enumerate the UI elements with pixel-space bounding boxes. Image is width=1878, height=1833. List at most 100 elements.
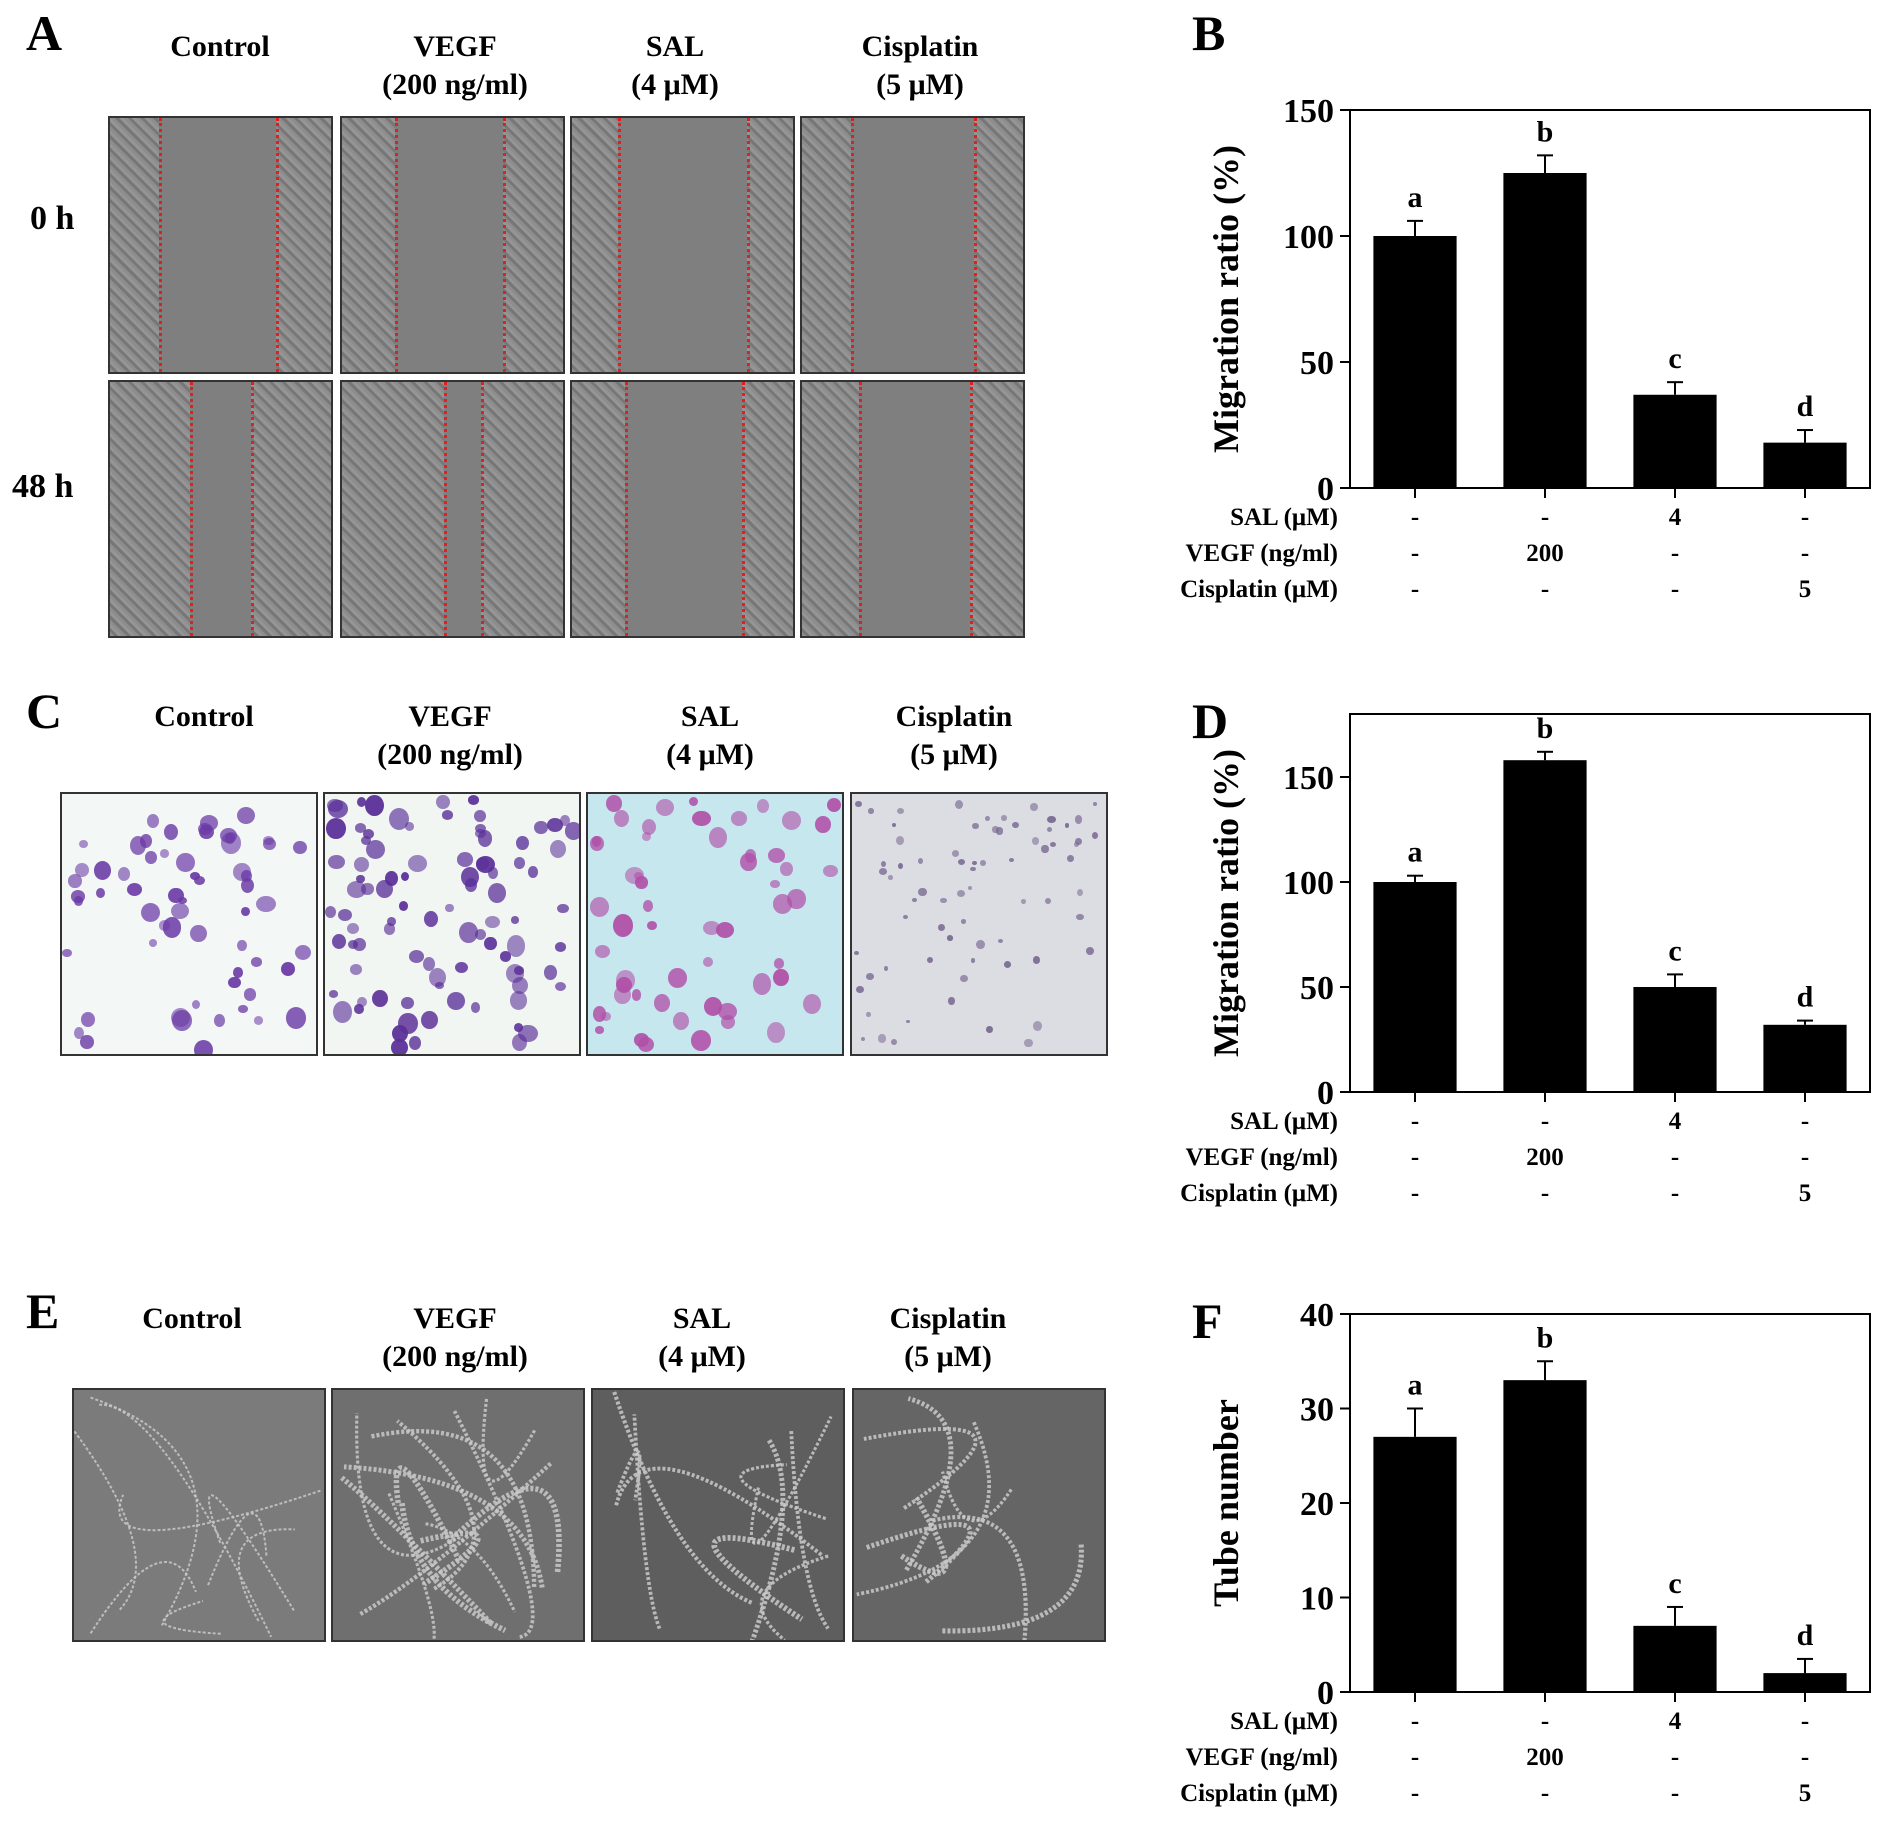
cell-monolayer bbox=[572, 382, 626, 636]
stained-cell bbox=[194, 875, 206, 886]
cell-monolayer bbox=[110, 118, 159, 372]
column-label-line2: (5 μM) bbox=[910, 738, 998, 771]
stained-cell bbox=[823, 864, 838, 877]
wound-healing-image bbox=[340, 116, 565, 374]
plot-frame bbox=[1349, 109, 1871, 489]
cell-monolayer bbox=[572, 118, 619, 372]
stained-cell bbox=[787, 888, 806, 910]
stained-cell bbox=[948, 997, 955, 1005]
stained-cell bbox=[720, 1014, 736, 1029]
significance-letter: a bbox=[1408, 181, 1423, 214]
stained-cell bbox=[641, 831, 651, 841]
stained-cell bbox=[654, 993, 671, 1012]
stained-cell bbox=[972, 860, 977, 865]
column-label: Cisplatin (5 μM) bbox=[834, 698, 1074, 774]
bar-chart-d: 0 50 100 150 Migration ratio (%) a b c d bbox=[1206, 712, 1871, 1112]
stained-cell bbox=[81, 1011, 96, 1027]
stained-cell bbox=[447, 992, 466, 1010]
stained-cell bbox=[667, 967, 688, 988]
stained-cell bbox=[968, 885, 973, 890]
significance-letter: b bbox=[1537, 712, 1554, 745]
stained-cell bbox=[940, 897, 947, 903]
stained-cell bbox=[352, 937, 366, 952]
stained-cell bbox=[262, 838, 276, 851]
row-label-48h: 48 h bbox=[12, 468, 74, 505]
column-label: Control bbox=[84, 698, 324, 736]
stained-cell bbox=[781, 810, 801, 830]
stained-cell bbox=[752, 973, 772, 995]
capillary-tube bbox=[613, 1466, 823, 1557]
column-label-line1: Cisplatin bbox=[861, 30, 979, 63]
stained-cell bbox=[408, 950, 424, 963]
panel-letter-a: A bbox=[26, 5, 63, 61]
stained-cell bbox=[387, 917, 396, 926]
wound-healing-image bbox=[108, 116, 333, 374]
significance-letter: c bbox=[1668, 934, 1681, 967]
treatment-value: - bbox=[1670, 1744, 1680, 1771]
capillary-tube bbox=[452, 1410, 535, 1639]
stained-cell bbox=[1020, 898, 1027, 905]
stained-cell bbox=[613, 809, 629, 827]
capillary-tube bbox=[99, 1403, 273, 1638]
treatment-value: - bbox=[1410, 1744, 1420, 1771]
stained-cell bbox=[878, 868, 887, 876]
stained-cell bbox=[424, 910, 439, 927]
stained-cell bbox=[470, 1002, 480, 1013]
treatment-row: SAL (μM) - - 4 - bbox=[1180, 502, 1878, 534]
stained-cell bbox=[487, 882, 507, 904]
stained-cell bbox=[346, 922, 360, 935]
y-tick-label: 40 bbox=[1300, 1297, 1334, 1334]
column-label-line1: SAL bbox=[680, 700, 740, 733]
stained-cell bbox=[730, 810, 747, 826]
stained-cell bbox=[1000, 815, 1007, 821]
wound-edge-line bbox=[969, 382, 973, 636]
stained-cell bbox=[177, 896, 187, 905]
tube-network bbox=[338, 1398, 562, 1640]
stained-cell bbox=[951, 849, 960, 857]
stained-cell bbox=[715, 921, 734, 938]
stained-cell bbox=[642, 819, 657, 836]
capillary-tube bbox=[343, 1464, 545, 1588]
stained-cell bbox=[1075, 837, 1083, 846]
stained-cell bbox=[365, 794, 384, 816]
stained-cell bbox=[1047, 816, 1056, 823]
column-label-line1: Control bbox=[142, 1302, 242, 1335]
stained-cell bbox=[1049, 842, 1056, 848]
stained-cell bbox=[927, 956, 934, 963]
stained-cell bbox=[995, 827, 1004, 835]
capillary-tube bbox=[749, 1439, 786, 1640]
stained-cell bbox=[145, 851, 157, 864]
stained-cell bbox=[638, 1036, 655, 1052]
stained-cell bbox=[408, 1036, 422, 1051]
capillary-tube bbox=[942, 1544, 1084, 1634]
stained-cell bbox=[171, 902, 190, 920]
capillary-tube bbox=[615, 1449, 642, 1501]
stained-cell bbox=[488, 867, 499, 879]
stained-cell bbox=[383, 923, 396, 936]
treatment-value: - bbox=[1800, 1108, 1810, 1135]
capillary-tube bbox=[899, 1496, 949, 1576]
stained-cell bbox=[360, 835, 371, 845]
treatment-value: - bbox=[1410, 1780, 1420, 1807]
stained-cell bbox=[391, 1039, 408, 1054]
stained-cell bbox=[459, 921, 478, 943]
treatment-row: Cisplatin (μM) - - - 5 bbox=[1180, 1178, 1878, 1210]
significance-letter: d bbox=[1797, 390, 1814, 423]
treatment-value: - bbox=[1410, 576, 1420, 603]
cell-monolayer bbox=[742, 382, 793, 636]
stained-cell bbox=[360, 883, 374, 895]
stained-cell bbox=[251, 957, 263, 967]
stained-cell bbox=[960, 919, 966, 924]
column-label-line1: VEGF bbox=[408, 700, 492, 733]
treatment-value: 200 bbox=[1526, 1144, 1564, 1171]
treatment-value: 5 bbox=[1798, 576, 1812, 603]
treatment-name: SAL (μM) bbox=[1230, 504, 1338, 531]
wound-edge-line bbox=[189, 382, 193, 636]
treatment-name: SAL (μM) bbox=[1230, 1108, 1338, 1135]
stained-cell bbox=[93, 861, 111, 880]
y-tick-label: 50 bbox=[1300, 345, 1334, 382]
tube-network bbox=[856, 1396, 1084, 1640]
stained-cell bbox=[456, 852, 473, 867]
stained-cell bbox=[67, 874, 83, 889]
stained-cell bbox=[191, 1000, 201, 1010]
